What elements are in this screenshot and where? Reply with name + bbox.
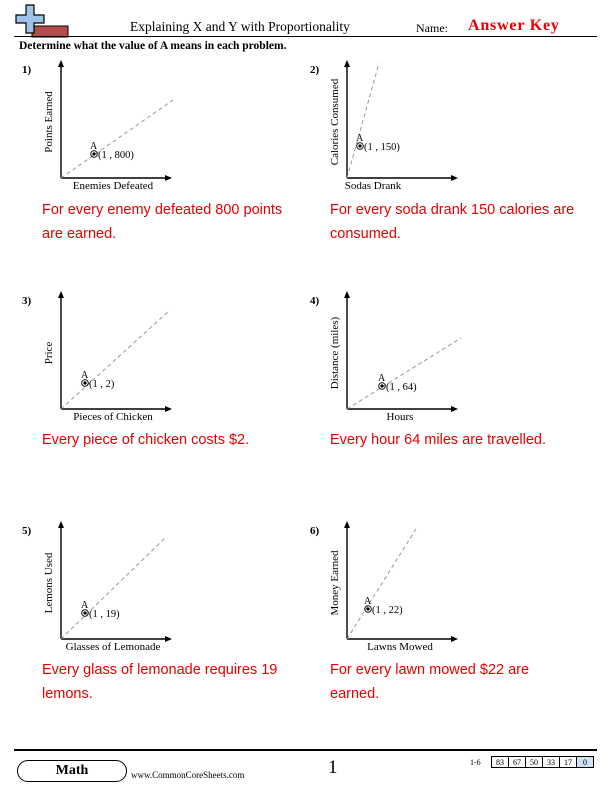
score-table: 83 67 50 33 17 0 [491,756,594,768]
point-coordinates: (1 , 2) [89,379,115,390]
point-a-label: A [90,141,98,152]
point-coordinates: (1 , 19) [89,609,120,620]
score-cell: 17 [559,756,577,768]
problem-number: 1) [22,64,32,76]
y-axis-label: Distance (miles) [329,316,341,389]
answer-text: Every hour 64 miles are travelled. [330,432,546,448]
answer-text: Every piece of chicken costs $2. [42,432,250,448]
graph: A (1 , 19) Lemons Used Glasses of Lemona… [43,521,172,653]
problem-number: 6) [310,525,320,537]
y-axis-label: Lemons Used [43,552,55,613]
point-coordinates: (1 , 800) [98,150,134,161]
graph: A (1 , 800) Points Earned Enemies Defeat… [43,60,174,192]
y-axis-label: Points Earned [43,91,55,153]
point-a-label: A [81,370,89,381]
point-coordinates: (1 , 150) [364,142,400,153]
problem-number: 4) [310,295,320,307]
graph: A (1 , 150) Calories Consumed Sodas Dran… [329,60,458,192]
point-a-label: A [356,133,364,144]
graph: A (1 , 22) Money Earned Lawns Mowed [329,521,458,653]
point-coordinates: (1 , 22) [372,605,403,616]
subject-badge: Math [17,760,127,782]
logo-icon [15,4,69,38]
score-cell: 67 [508,756,526,768]
score-cell: 33 [542,756,560,768]
worksheet-title: Explaining X and Y with Proportionality [130,19,350,34]
y-axis-label: Money Earned [329,550,341,616]
x-axis-label: Sodas Drank [345,180,402,192]
problem-number: 5) [22,525,32,537]
x-axis-label: Lawns Mowed [367,641,433,653]
x-axis-label: Hours [387,411,414,423]
x-axis-label: Pieces of Chicken [73,411,153,423]
x-axis-label: Enemies Defeated [73,180,154,192]
y-axis-label: Calories Consumed [329,78,341,165]
point-coordinates: (1 , 64) [386,382,417,393]
x-axis-label: Glasses of Lemonade [66,641,161,653]
y-axis-label: Price [43,342,55,365]
website-link[interactable]: www.CommonCoreSheets.com [131,770,245,780]
answer-text: Every glass of lemonade requires 19 lemo… [42,662,278,702]
graph: A (1 , 2) Price Pieces of Chicken [43,291,172,423]
point-a-label: A [364,596,372,607]
instructions: Determine what the value of A means in e… [19,40,287,52]
score-range-label: 1-6 [470,758,481,767]
answer-key-label: Answer Key [468,17,560,34]
problem-number: 3) [22,295,32,307]
name-label: Name: [416,21,448,35]
score-cell: 50 [525,756,543,768]
footer-divider [14,749,597,751]
point-a-label: A [378,373,386,384]
header-divider [14,36,597,37]
graph: A (1 , 64) Distance (miles) Hours [329,291,462,423]
answer-text: For every enemy defeated 800 points are … [42,202,283,242]
answer-text: For every lawn mowed $22 are earned. [330,662,530,702]
point-a-label: A [81,600,89,611]
problem-number: 2) [310,64,320,76]
page-number: 1 [328,757,338,778]
score-cell: 83 [491,756,509,768]
score-cell: 0 [576,756,594,768]
answer-text: For every soda drank 150 calories are co… [330,202,575,242]
